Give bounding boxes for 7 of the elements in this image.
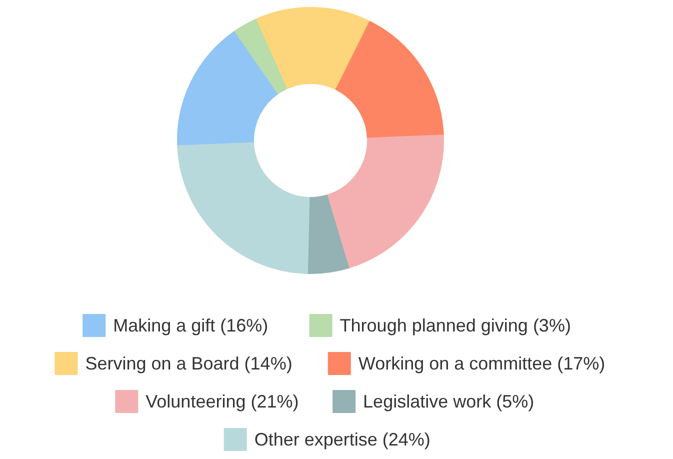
- legend-label: Serving on a Board (14%): [85, 354, 292, 374]
- legend-label: Volunteering (21%): [146, 392, 299, 412]
- legend-label: Making a gift (16%): [113, 316, 268, 336]
- legend-label: Working on a committee (17%): [358, 354, 606, 374]
- legend-label: Other expertise (24%): [254, 430, 430, 450]
- legend-label: Through planned giving (3%): [340, 316, 571, 336]
- legend-label: Legislative work (5%): [363, 392, 534, 412]
